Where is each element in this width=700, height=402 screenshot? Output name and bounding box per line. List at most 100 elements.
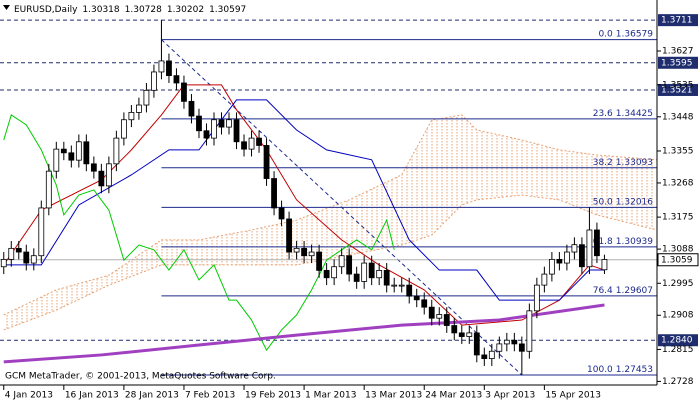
y-tick-label: 1.3268	[662, 178, 694, 188]
candle-body	[38, 207, 45, 257]
candle-body	[451, 325, 458, 334]
candle-body	[443, 314, 450, 326]
candle-body	[143, 89, 150, 106]
candle-body	[233, 119, 240, 143]
candle-body	[481, 354, 488, 360]
candle-body	[383, 270, 390, 286]
fib-level: 76.4	[593, 285, 613, 295]
y-tick-label: 1.3627	[662, 47, 694, 57]
ohlc-high: 1.30728	[125, 5, 162, 15]
x-tick-label: 28 Jan 2013	[125, 391, 179, 401]
x-tick-label: 13 Mar 2013	[365, 391, 422, 401]
level-label: 1.3711	[661, 16, 693, 26]
fib-label: 50.0 1.32016	[593, 197, 654, 207]
candle-body	[0, 258, 7, 268]
bid-label: 1.3059	[661, 255, 693, 265]
candle-body	[53, 148, 60, 172]
level-label: 1.3595	[661, 58, 693, 68]
y-tick-label: 1.3535	[662, 80, 694, 90]
footer: GCM MetaTrader, © 2001-2013, MetaQuotes …	[5, 372, 276, 382]
candle-body	[556, 258, 563, 264]
x-tick-label: 1 Mar 2013	[305, 391, 356, 401]
candle-body	[323, 270, 330, 279]
candle-body	[60, 148, 67, 154]
fib-level: 61.8	[593, 236, 613, 246]
plot-area: 0.0 1.36579 23.6 1.34425 38.2 1.33093 50.0 1.32…	[0, 19, 657, 376]
candle-body	[308, 251, 315, 257]
cloud-fill	[3, 114, 657, 330]
candle-body	[30, 255, 37, 264]
candle-body	[488, 350, 495, 360]
candle-body	[316, 251, 323, 271]
candle-body	[23, 251, 30, 264]
level-label-box	[658, 14, 698, 27]
candle-body	[188, 100, 195, 117]
candle-body	[173, 75, 180, 84]
candle-body	[436, 314, 443, 319]
candle-body	[571, 244, 578, 253]
y-tick-label: 1.2815	[662, 345, 694, 355]
y-tick-label: 1.3355	[662, 146, 694, 156]
candle-body	[286, 218, 292, 253]
candle-body	[518, 343, 525, 352]
candle-body	[391, 284, 398, 287]
candle-body	[338, 255, 345, 268]
candle-body	[151, 71, 157, 91]
candle-body	[211, 119, 217, 139]
candle-body	[248, 137, 255, 150]
candle-body	[203, 130, 210, 139]
candle-body	[601, 259, 608, 271]
candle-body	[361, 262, 368, 282]
fib-label: 23.6 1.34425	[593, 108, 653, 118]
fib-level: 38.2	[593, 157, 613, 167]
candle-body	[496, 343, 503, 352]
fib-label: 100.0 1.27453	[587, 365, 653, 375]
level-label-box	[658, 83, 698, 96]
candle-body	[353, 273, 360, 282]
candle-body	[421, 299, 428, 308]
x-tick-label: 15 Apr 2013	[545, 391, 601, 401]
bid-label-box	[657, 253, 699, 267]
y-tick-label: 1.2908	[662, 311, 694, 321]
candle-body	[428, 306, 435, 319]
x-tick-label: 3 Apr 2013	[485, 391, 535, 401]
level-label-box	[658, 56, 698, 69]
level-label: 1.3521	[661, 85, 693, 95]
candle-body	[586, 229, 593, 268]
candle-body	[278, 207, 285, 220]
candle-body	[376, 270, 383, 279]
candle-body	[90, 163, 97, 172]
candle-body	[526, 310, 533, 352]
candle-body	[166, 60, 172, 77]
fib-label: 76.4 1.29607	[593, 285, 653, 295]
ohlc-close: 1.30597	[209, 5, 246, 15]
x-tick-label: 16 Jan 2013	[65, 391, 119, 401]
fib-value: 1.36579	[616, 29, 653, 39]
indicator-line	[3, 303, 605, 364]
candle-body	[136, 104, 142, 113]
y-tick-label: 1.3448	[662, 112, 694, 122]
candle-body	[406, 284, 413, 297]
fib-value: 1.29607	[616, 285, 653, 295]
candle-body	[301, 247, 307, 257]
candle-body	[158, 60, 165, 73]
ohlc-low: 1.30202	[167, 5, 204, 15]
indicator-line	[3, 114, 395, 352]
candle-body	[45, 170, 52, 209]
fib-label: 61.8 1.30939	[593, 236, 654, 246]
x-tick-label: 7 Feb 2013	[185, 391, 235, 401]
chart-title: EURUSD,Daily 1.30318 1.30728 1.30202 1.30597	[14, 5, 246, 15]
fib-value: 1.27453	[616, 365, 653, 375]
candle-body	[226, 119, 232, 128]
candle-body	[128, 111, 135, 121]
candle-body	[398, 284, 405, 287]
candle-body	[263, 145, 270, 179]
candle-body	[75, 141, 82, 161]
fib-level: 23.6	[593, 108, 613, 118]
candle-body	[113, 137, 120, 165]
candle-body	[331, 266, 338, 279]
candle-body	[503, 339, 510, 345]
fib-value: 1.34425	[616, 108, 653, 118]
fib-value: 1.33093	[616, 157, 653, 167]
